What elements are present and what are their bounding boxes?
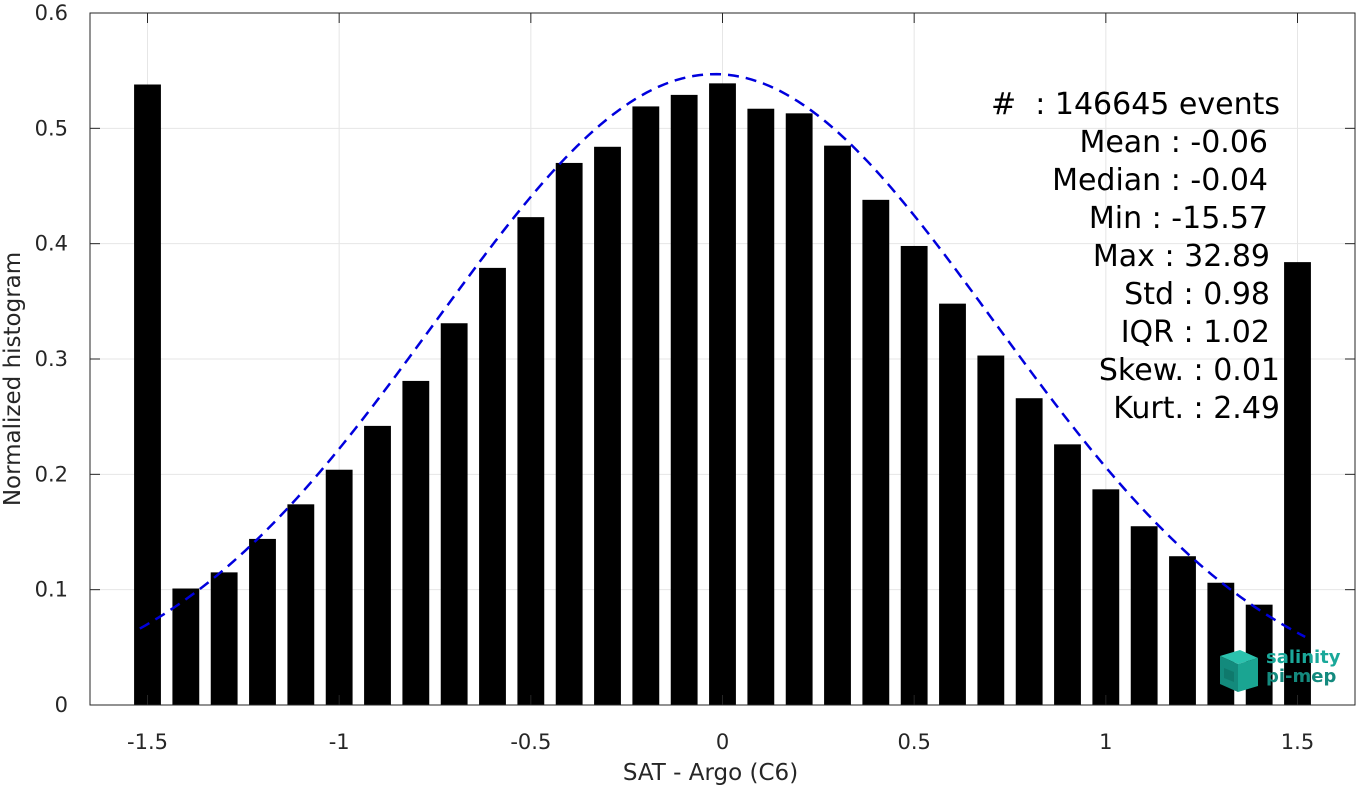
y-tick-label-4: 0.4 (35, 232, 68, 256)
histogram-bar-17 (785, 113, 813, 706)
histogram-bar-9 (479, 267, 506, 705)
histogram-bar-21 (939, 303, 966, 705)
histogram-bar-6 (364, 425, 391, 705)
x-tick-label-5: 1 (1099, 730, 1112, 754)
x-tick-label-2: -0.5 (510, 730, 551, 754)
histogram-bar-27 (1169, 556, 1196, 705)
histogram-bars (134, 83, 1311, 706)
y-tick-label-3: 0.3 (35, 347, 68, 371)
histogram-bar-12 (594, 146, 621, 705)
y-axis-label: Normalized histogram (0, 252, 26, 506)
logo-text-line2: pi-mep (1266, 666, 1337, 687)
histogram-bar-14 (670, 94, 698, 706)
x-tick-labels: -1.5 -1 -0.5 0 0.5 1 1.5 (127, 730, 1314, 754)
histogram-bar-18 (824, 145, 851, 706)
stat-median: Median : -0.04 (1052, 163, 1268, 198)
stat-mean: Mean : -0.06 (1079, 125, 1268, 160)
y-tick-label-0: 0 (55, 693, 68, 717)
histogram-bar-16 (747, 108, 775, 705)
stat-skew: Skew. : 0.01 (1098, 353, 1280, 388)
x-tick-label-4: 0.5 (897, 730, 930, 754)
x-tick-label-1: -1 (329, 730, 350, 754)
y-tick-label-5: 0.5 (35, 116, 68, 140)
histogram-bar-1 (172, 588, 200, 705)
histogram-bar-10 (517, 217, 545, 705)
y-tick-label-1: 0.1 (35, 578, 68, 602)
stat-iqr: IQR : 1.02 (1120, 315, 1270, 350)
salinity-pi-mep-logo: salinity pi-mep (1216, 648, 1346, 694)
y-tick-label-2: 0.2 (35, 462, 68, 486)
histogram-bar-11 (555, 162, 583, 705)
histogram-bar-13 (632, 106, 660, 706)
histogram-bar-3 (249, 538, 276, 705)
gaussian-fit-curve (139, 72, 1306, 638)
histogram-bar-20 (900, 245, 928, 705)
histogram-bar-19 (862, 199, 890, 705)
x-axis-label: SAT - Argo (C6) (623, 760, 798, 786)
histogram-bar-30 (1284, 262, 1311, 705)
axis-ticks (90, 12, 1355, 706)
histogram-bar-23 (1015, 398, 1043, 705)
stat-max: Max : 32.89 (1092, 239, 1270, 274)
histogram-bar-22 (977, 355, 1005, 705)
histogram-bar-4 (287, 504, 315, 705)
histogram-bar-5 (325, 469, 353, 705)
statistics-annotation: # : 146645 events Mean : -0.06 Median : … (940, 86, 1280, 428)
histogram-bar-2 (210, 572, 238, 705)
histogram-bar-15 (709, 83, 736, 705)
y-tick-label-6: 0.6 (35, 1, 68, 25)
histogram-bar-0 (134, 84, 161, 706)
logo-cube-icon (1220, 650, 1258, 692)
histogram-bar-8 (440, 323, 468, 705)
stat-std: Std : 0.98 (1124, 277, 1270, 312)
stat-kurt: Kurt. : 2.49 (1113, 391, 1280, 426)
x-tick-label-6: 1.5 (1281, 730, 1314, 754)
logo-text-line1: salinity (1266, 647, 1341, 668)
histogram-bar-24 (1054, 444, 1081, 705)
stat-min: Min : -15.57 (1088, 201, 1268, 236)
histogram-bar-26 (1130, 526, 1158, 705)
histogram-bar-25 (1092, 489, 1120, 705)
stat-events: # : 146645 events (991, 87, 1280, 122)
histogram-bar-7 (402, 380, 430, 705)
x-tick-label-0: -1.5 (127, 730, 168, 754)
x-tick-label-3: 0 (716, 730, 729, 754)
y-tick-labels: 0 0.1 0.2 0.3 0.4 0.5 0.6 (35, 1, 68, 717)
